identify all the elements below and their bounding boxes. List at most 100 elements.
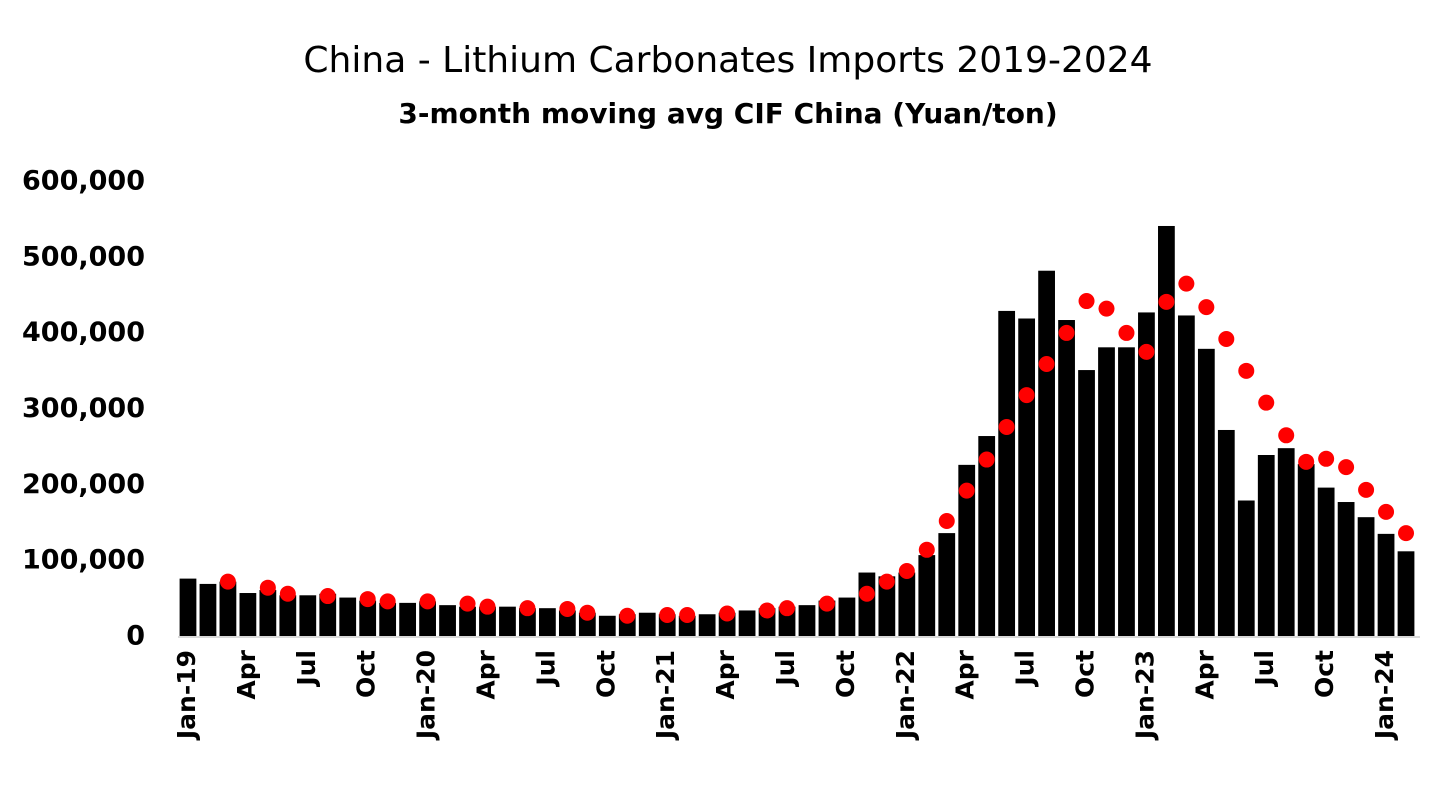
- dot: [898, 563, 915, 580]
- dot: [359, 591, 376, 608]
- dot: [279, 585, 296, 602]
- dot: [1278, 427, 1295, 444]
- x-tick-label: Apr: [711, 649, 740, 699]
- x-tick-label: Apr: [472, 649, 501, 699]
- dot: [679, 607, 696, 624]
- x-tick-label: Jul: [531, 650, 560, 688]
- dot: [858, 585, 875, 602]
- bar: [1118, 347, 1135, 637]
- x-tick-label: Oct: [831, 650, 860, 698]
- bar: [379, 602, 397, 637]
- bar: [698, 614, 716, 637]
- bar: [1018, 318, 1036, 637]
- bar: [1377, 533, 1395, 637]
- bar: [1297, 464, 1315, 637]
- dot: [1098, 300, 1115, 317]
- dot: [759, 602, 776, 619]
- dot: [619, 607, 636, 624]
- dot: [1018, 387, 1035, 404]
- chart-title: China - Lithium Carbonates Imports 2019-…: [303, 40, 1152, 81]
- bar: [1397, 551, 1415, 637]
- dot: [1058, 324, 1075, 341]
- dot: [1358, 481, 1375, 498]
- bar: [419, 601, 436, 637]
- dot: [1238, 362, 1255, 379]
- y-tick-label: 100,000: [22, 545, 145, 576]
- dot: [779, 600, 796, 617]
- x-tick-label: Jan-22: [891, 650, 920, 741]
- dot: [998, 418, 1015, 435]
- dot: [479, 598, 496, 615]
- x-tick-label: Oct: [1071, 650, 1100, 698]
- dot: [1178, 275, 1195, 292]
- dot: [419, 593, 436, 610]
- dot: [1378, 503, 1395, 520]
- dot: [719, 605, 736, 622]
- bar: [878, 576, 896, 637]
- bar: [918, 555, 936, 637]
- bar: [1357, 517, 1375, 637]
- bar: [1197, 348, 1215, 637]
- dot: [659, 607, 676, 624]
- bar: [1138, 312, 1155, 637]
- dot: [978, 451, 995, 468]
- dot: [1118, 324, 1135, 341]
- bar: [998, 310, 1016, 637]
- dot: [878, 573, 895, 590]
- x-tick-label: Jul: [771, 650, 800, 688]
- bar: [439, 605, 456, 637]
- bar: [1277, 448, 1295, 637]
- dot: [579, 604, 596, 621]
- bar: [459, 606, 476, 637]
- bar: [838, 597, 856, 637]
- x-tick-label: Jul: [1011, 650, 1040, 688]
- y-tick-label: 0: [126, 621, 145, 652]
- dot: [259, 579, 276, 596]
- bar: [638, 612, 656, 637]
- dot: [1038, 356, 1055, 372]
- bar: [339, 597, 357, 637]
- bar: [1217, 429, 1235, 637]
- bar: [319, 593, 337, 637]
- bar: [219, 581, 237, 637]
- dot: [459, 595, 476, 612]
- dot: [918, 541, 935, 558]
- dot: [1078, 293, 1095, 310]
- dot: [1298, 453, 1315, 470]
- x-tick-label: Oct: [591, 650, 620, 698]
- x-tick-label: Oct: [352, 650, 381, 698]
- dot: [1218, 330, 1235, 347]
- dot: [958, 482, 975, 499]
- bar: [898, 572, 916, 637]
- bar: [259, 589, 277, 637]
- bar: [1257, 455, 1275, 637]
- bar: [539, 608, 556, 637]
- dot: [379, 593, 396, 610]
- y-tick-label: 500,000: [22, 241, 145, 272]
- x-tick-label: Jan-21: [651, 650, 680, 741]
- bar: [519, 608, 536, 637]
- bar: [479, 606, 496, 637]
- dot: [1138, 343, 1155, 360]
- dot: [1398, 525, 1415, 542]
- bar: [239, 593, 257, 637]
- dot: [1198, 299, 1215, 316]
- bar: [1058, 320, 1075, 637]
- bar: [399, 602, 417, 637]
- bar: [798, 605, 816, 637]
- dot: [219, 573, 236, 590]
- bar: [1177, 315, 1195, 637]
- x-tick-label: Apr: [951, 649, 980, 699]
- bar: [1317, 487, 1335, 637]
- bar: [279, 595, 297, 637]
- bar: [1337, 502, 1355, 637]
- bar: [558, 610, 576, 637]
- y-tick-label: 200,000: [22, 469, 145, 500]
- bar: [359, 600, 377, 637]
- dot: [1258, 394, 1275, 411]
- x-tick-label: Jan-19: [172, 650, 201, 741]
- bar: [598, 615, 616, 637]
- y-tick-label: 300,000: [22, 393, 145, 424]
- bar: [1158, 225, 1175, 637]
